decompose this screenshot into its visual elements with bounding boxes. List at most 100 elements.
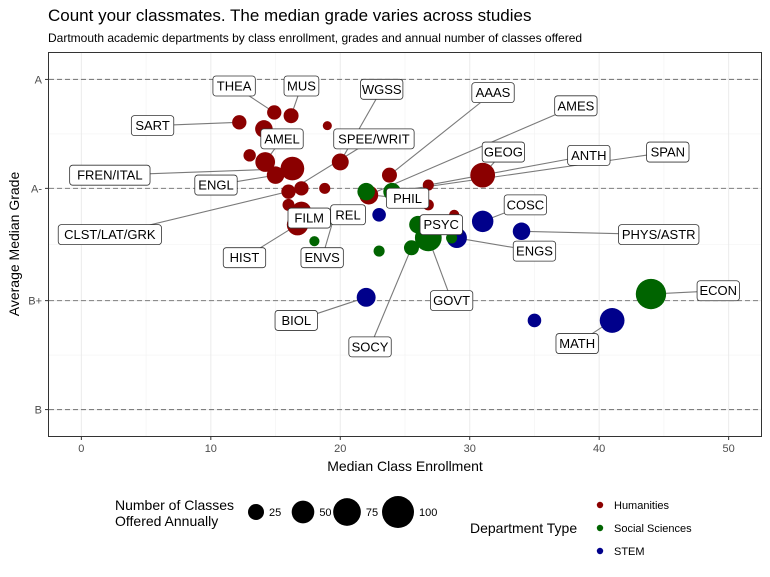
department-label-text: THEA (217, 79, 252, 94)
x-tick-label: 30 (464, 443, 476, 455)
chart-subtitle: Dartmouth academic departments by class … (48, 31, 582, 45)
department-label: SOCY (348, 336, 392, 358)
department-label-text: FREN/ITAL (77, 168, 143, 183)
label-box (385, 187, 430, 209)
department-label-text: ENGS (516, 244, 553, 259)
department-label-text: SOCY (352, 339, 389, 354)
department-label-text: REL (335, 207, 360, 222)
size-legend-title-line2: Offered Annually (115, 513, 218, 529)
x-tick-label: 20 (334, 443, 346, 455)
department-label-text: GOVT (433, 293, 470, 308)
label-box (503, 194, 547, 216)
department-label-text: PHYS/ASTR (622, 227, 696, 242)
department-label: PHIL (385, 187, 430, 209)
label-box (360, 78, 404, 100)
data-point (319, 182, 331, 194)
label-box (194, 174, 238, 196)
data-point (266, 166, 285, 184)
size-legend-label: 75 (366, 507, 378, 519)
department-label-text: HIST (230, 250, 260, 265)
department-label: ENGL (194, 174, 238, 196)
data-point (635, 278, 667, 310)
size-legend-label: 50 (319, 507, 331, 519)
label-box (222, 247, 267, 269)
color-legend-label: STEM (614, 546, 645, 558)
x-axis-title: Median Class Enrollment (327, 458, 483, 474)
label-leader-line (369, 247, 412, 348)
label-box (646, 141, 690, 163)
label-box (555, 333, 599, 354)
data-point (356, 287, 376, 307)
department-label: GEOG (481, 141, 525, 163)
y-tick-label: B (35, 405, 42, 417)
department-label-text: COSC (507, 197, 545, 212)
department-label-text: CLST/LAT/GRK (64, 227, 156, 242)
department-label-text: ANTH (571, 148, 606, 163)
department-label: PHYS/ASTR (618, 224, 700, 245)
size-legend-title-line1: Number of Classes (115, 497, 234, 513)
data-point (372, 207, 386, 222)
data-point (281, 184, 296, 199)
x-tick-label: 50 (723, 443, 735, 455)
label-box (567, 144, 611, 166)
data-point (294, 181, 309, 196)
data-point (422, 179, 434, 191)
department-label: CLST/LAT/GRK (57, 224, 162, 245)
department-label-text: AMES (557, 98, 594, 113)
data-points (232, 105, 667, 333)
department-label: AAAS (471, 82, 515, 104)
chart-title: Count your classmates. The median grade … (48, 6, 531, 25)
y-axis-title: Average Median Grade (6, 172, 22, 317)
data-point (381, 167, 397, 183)
department-label: MATH (555, 333, 599, 354)
label-box (260, 128, 304, 150)
department-label-text: FILM (294, 211, 324, 226)
label-box (300, 247, 344, 269)
department-label: PSYC (419, 214, 463, 236)
data-point (283, 108, 299, 124)
label-box (512, 240, 557, 262)
data-point (599, 308, 625, 333)
department-label: MUS (283, 75, 320, 97)
department-label-text: ECON (699, 283, 737, 298)
y-axis-ticks: B B+ A- A (28, 74, 49, 417)
data-point (322, 121, 332, 131)
size-legend: Number of Classes Offered Annually 25 50 7… (115, 496, 437, 529)
department-label-text: MUS (287, 79, 316, 94)
data-point (512, 222, 531, 241)
department-label: SPAN (646, 141, 690, 163)
label-box (618, 224, 700, 245)
data-point (243, 149, 256, 162)
label-box (696, 280, 740, 302)
color-legend: Department Type Humanities Social Science… (470, 500, 692, 558)
color-legend-label: Humanities (614, 500, 670, 512)
department-label-text: SPEE/WRIT (338, 131, 410, 146)
department-label: SART (130, 115, 175, 137)
data-point (470, 162, 496, 188)
department-label: AMES (554, 95, 598, 117)
size-legend-label: 25 (269, 507, 281, 519)
label-box (212, 75, 256, 97)
size-legend-label: 100 (419, 507, 437, 519)
label-box (274, 310, 318, 331)
department-label-text: PSYC (424, 217, 459, 232)
department-label: HIST (222, 247, 267, 269)
label-box (287, 207, 331, 229)
label-box (430, 290, 474, 312)
label-box (69, 164, 151, 186)
label-box (554, 95, 598, 117)
data-point (373, 245, 385, 257)
department-label: ENVS (300, 247, 344, 269)
department-label: ENGS (512, 240, 557, 262)
label-box (471, 82, 515, 104)
size-legend-key (333, 498, 361, 526)
department-label-text: SART (135, 118, 169, 133)
data-point (331, 153, 349, 171)
label-box (283, 75, 320, 97)
department-label: FREN/ITAL (69, 164, 151, 186)
label-box (130, 115, 175, 137)
y-tick-label: A (35, 74, 43, 86)
label-leader-line (339, 89, 383, 163)
department-label: FILM (287, 207, 331, 229)
department-label-text: BIOL (281, 313, 311, 328)
